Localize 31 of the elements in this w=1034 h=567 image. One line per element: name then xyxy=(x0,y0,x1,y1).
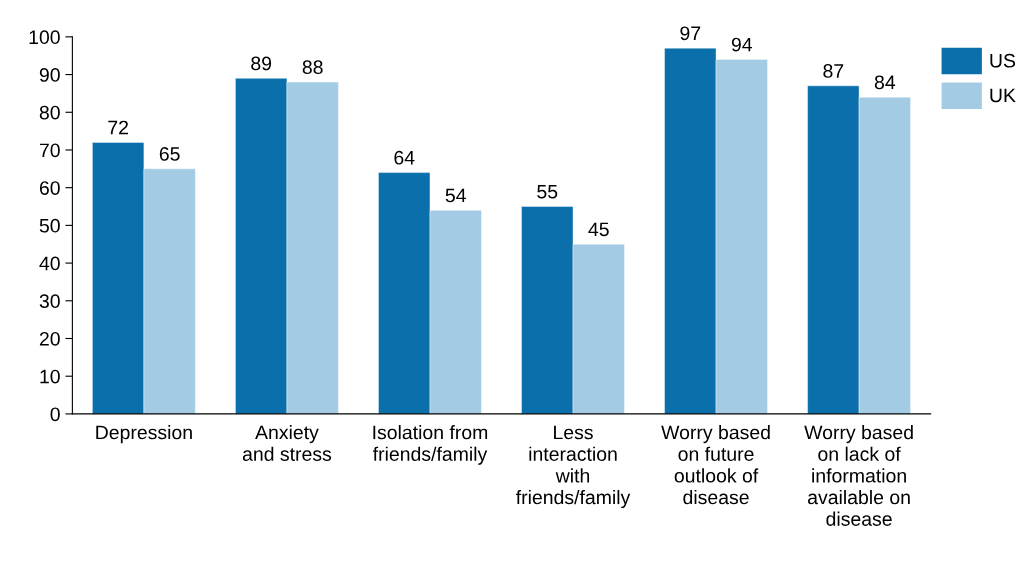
x-tick-label: Isolation from friends/family xyxy=(372,425,488,465)
data-label: 89 xyxy=(251,56,272,71)
x-tick-label: Worry based on lack of information available on disease xyxy=(804,425,913,526)
data-label: 97 xyxy=(680,26,701,41)
x-tick-label: Depression xyxy=(96,425,192,444)
x-tick-label: Less interaction with friends/family xyxy=(516,425,631,509)
y-tick-label: 100 xyxy=(29,30,60,45)
x-tick-label: Anxiety and stress xyxy=(242,425,332,461)
y-tick-label: 20 xyxy=(39,331,60,346)
data-label: 94 xyxy=(731,37,753,52)
y-tick-label: 50 xyxy=(39,218,60,233)
data-label: 84 xyxy=(874,75,896,90)
y-tick-label: 80 xyxy=(39,105,60,120)
data-label: 64 xyxy=(394,150,415,165)
y-tick-label: 30 xyxy=(39,294,60,309)
y-tick-label: 70 xyxy=(39,143,60,158)
y-tick-label: 40 xyxy=(39,256,60,271)
data-label: 65 xyxy=(159,147,180,161)
x-tick-label: Worry based on future outlook of disease xyxy=(661,425,770,505)
y-tick-label: 90 xyxy=(39,68,60,82)
data-label: 55 xyxy=(537,184,558,199)
data-label: 88 xyxy=(302,60,323,75)
data-label: 87 xyxy=(823,64,844,78)
legend-label: US xyxy=(990,53,1016,68)
data-label: 45 xyxy=(588,222,609,237)
y-tick-label: 60 xyxy=(39,181,60,195)
legend-label: UK xyxy=(990,88,1016,103)
y-tick-label: 0 xyxy=(50,407,60,422)
data-label: 72 xyxy=(108,120,128,135)
y-tick-label: 10 xyxy=(40,369,60,384)
data-label: 54 xyxy=(445,188,466,203)
